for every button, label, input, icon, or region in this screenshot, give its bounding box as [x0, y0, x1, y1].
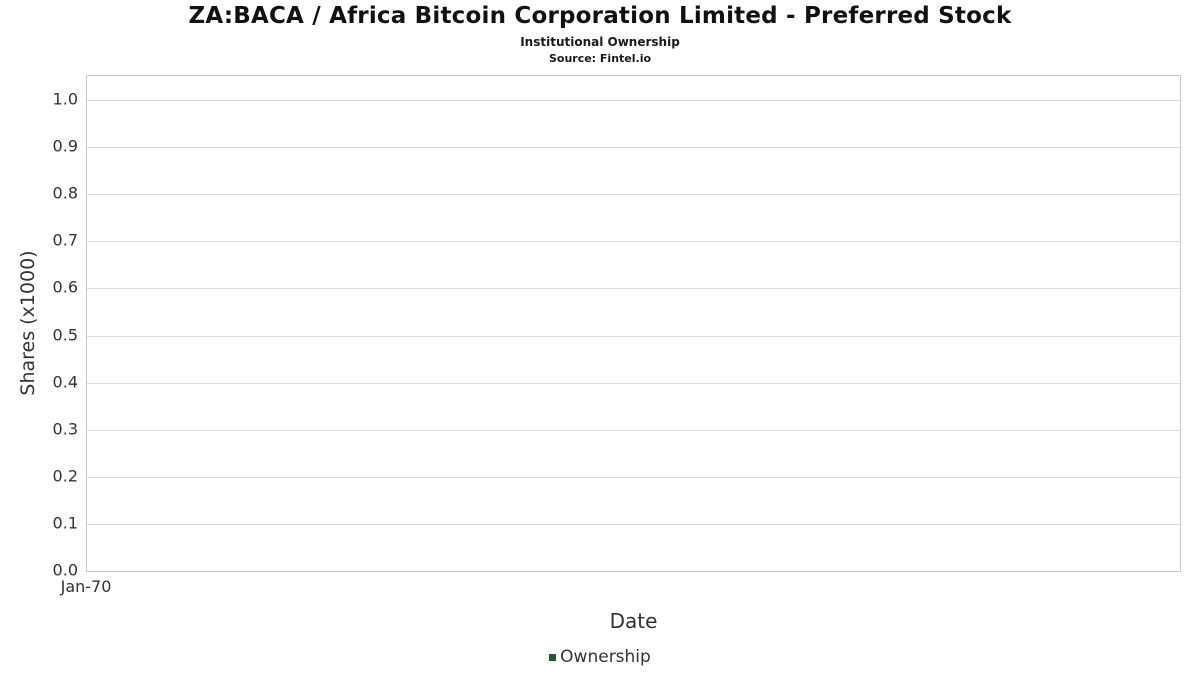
gridline [87, 147, 1180, 148]
y-tick-label: 0.8 [52, 183, 78, 203]
gridline [87, 100, 1180, 101]
y-tick-label: 0.3 [52, 419, 78, 439]
y-tick-label: 0.1 [52, 513, 78, 533]
legend-marker-ownership [549, 653, 557, 661]
y-tick-label: 1.0 [52, 89, 78, 109]
y-tick-label: 0.4 [52, 372, 78, 392]
gridline [87, 336, 1180, 337]
gridline [87, 383, 1180, 384]
gridline [87, 288, 1180, 289]
gridline [87, 194, 1180, 195]
chart-title: ZA:BACA / Africa Bitcoin Corporation Lim… [188, 3, 1012, 29]
y-tick-label: 0.9 [52, 136, 78, 156]
legend-label-ownership: Ownership [560, 647, 651, 667]
y-tick-label: 0.2 [52, 466, 78, 486]
y-axis-ticks: 0.0 0.1 0.2 0.3 0.4 0.5 0.6 0.7 0.8 0.9 1.0 [0, 0, 78, 675]
legend: Ownership [0, 647, 1200, 667]
x-tick-label: Jan-70 [60, 577, 112, 596]
gridline [87, 241, 1180, 242]
gridline [87, 477, 1180, 478]
gridline [87, 524, 1180, 525]
y-tick-label: 0.0 [52, 560, 78, 580]
chart-source: Source: Fintel.io [548, 52, 652, 65]
chart-subtitle: Institutional Ownership [520, 35, 680, 49]
x-axis-title: Date [609, 609, 658, 633]
y-tick-label: 0.7 [52, 230, 78, 250]
plot-area [86, 75, 1181, 572]
y-tick-label: 0.5 [52, 325, 78, 345]
gridline [87, 430, 1180, 431]
y-tick-label: 0.6 [52, 277, 78, 297]
